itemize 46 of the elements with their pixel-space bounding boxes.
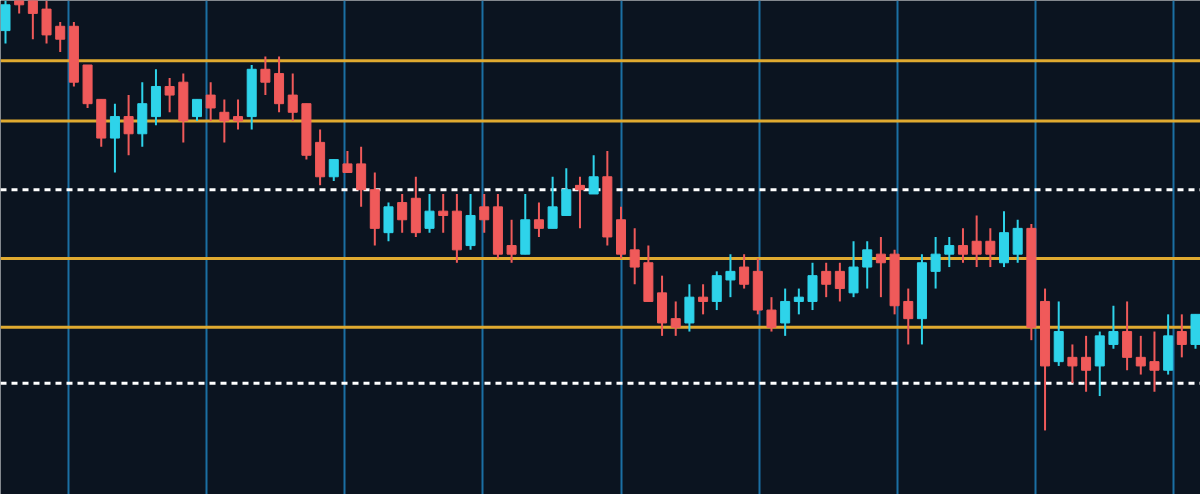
candlestick xyxy=(834,261,845,303)
candlestick xyxy=(725,253,736,299)
candlestick xyxy=(1135,334,1146,376)
candlestick xyxy=(219,98,230,144)
candlestick xyxy=(875,235,886,299)
candlestick xyxy=(629,227,640,286)
candlestick xyxy=(287,72,298,122)
candlestick xyxy=(328,158,339,183)
candlestick xyxy=(479,192,490,234)
candlestick xyxy=(1149,330,1160,393)
candlestick xyxy=(342,149,353,174)
candlestick xyxy=(191,98,203,122)
candlestick xyxy=(27,0,38,41)
candlestick xyxy=(698,283,709,316)
candlestick xyxy=(862,240,873,290)
candlestick xyxy=(424,192,435,234)
candlestick xyxy=(1067,343,1078,385)
candlestick xyxy=(1176,313,1187,359)
candlestick xyxy=(438,192,449,234)
candlestick xyxy=(821,261,832,299)
candlestick xyxy=(944,235,955,269)
candlestick xyxy=(957,227,968,264)
candlestick xyxy=(55,21,66,54)
candlestick xyxy=(260,55,271,97)
candlestick xyxy=(903,287,914,346)
candlestick xyxy=(1108,304,1119,350)
candlestick xyxy=(985,227,996,269)
candlestick xyxy=(547,175,558,230)
candlestick xyxy=(793,287,804,316)
candlestick xyxy=(930,235,941,290)
candlestick xyxy=(670,300,681,337)
candlestick xyxy=(164,76,175,114)
candlestick xyxy=(109,102,120,174)
candlestick xyxy=(971,214,982,269)
candlestick xyxy=(533,201,544,238)
candlestick xyxy=(766,296,777,333)
candlestick xyxy=(574,175,585,230)
candlestick xyxy=(739,253,750,290)
candlestick xyxy=(397,192,408,234)
candlestick xyxy=(588,154,599,195)
candlestick xyxy=(1081,334,1092,393)
candlestick xyxy=(506,218,517,264)
candlestick xyxy=(123,94,134,157)
candlestick xyxy=(233,98,244,131)
candlestick xyxy=(780,287,791,337)
candlestick xyxy=(205,81,216,122)
